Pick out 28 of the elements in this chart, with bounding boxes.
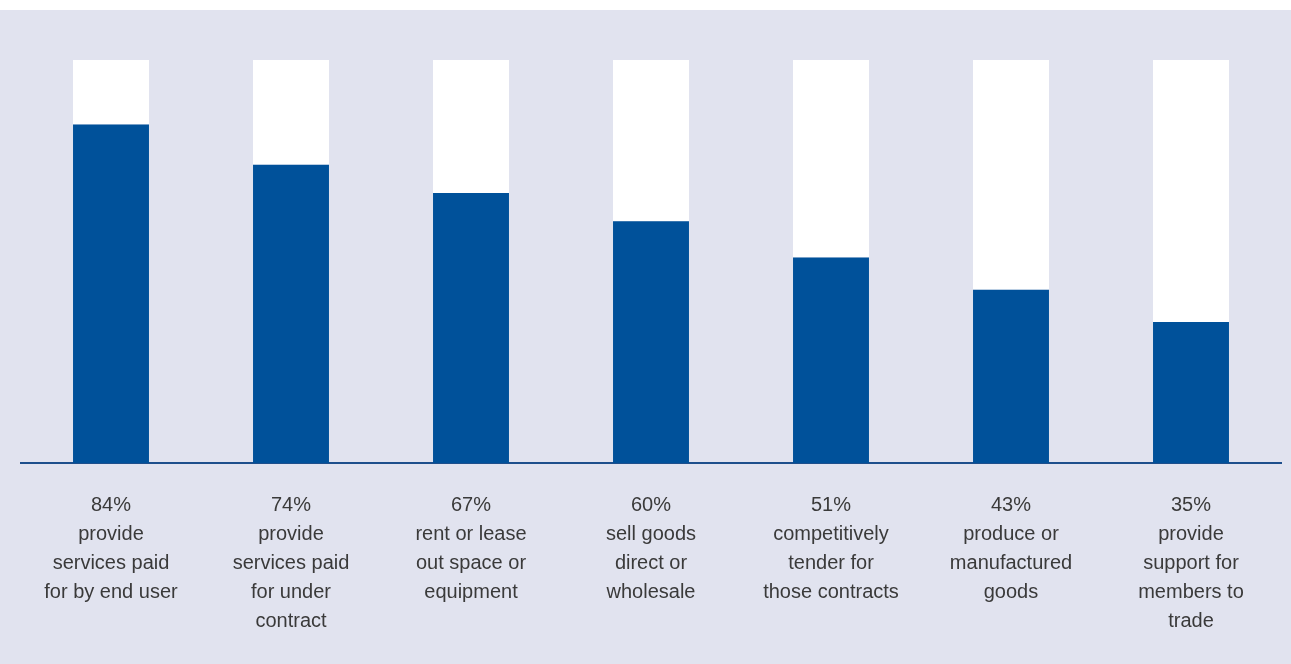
bar: [613, 60, 689, 222]
bar: [613, 221, 689, 463]
data-label: 67%: [450, 493, 492, 516]
bar: [253, 164, 329, 463]
bar: [793, 60, 869, 258]
bar: [793, 257, 869, 463]
x-tick-label: produce or manufactured goods: [949, 522, 1073, 603]
bar: [433, 60, 509, 193]
x-tick-label: sell goods direct or wholesale: [605, 522, 697, 603]
bar: [73, 60, 149, 125]
x-tick-label: competitively tender for those contracts: [763, 522, 899, 603]
data-label: 35%: [1170, 493, 1212, 516]
x-tick-label: provide services paid for by end user: [44, 522, 179, 603]
bar: [73, 124, 149, 463]
x-tick-label: provide services paid for under contract: [232, 522, 350, 632]
data-label: 60%: [630, 493, 672, 516]
data-label: 74%: [270, 493, 312, 516]
data-label: 51%: [810, 493, 852, 516]
bar: [1153, 321, 1229, 463]
x-tick-label: rent or lease out space or equipment: [415, 522, 527, 603]
bar: [1153, 60, 1229, 322]
bar: [433, 192, 509, 463]
bar: [253, 60, 329, 165]
x-tick-label: provide support for members to trade: [1138, 522, 1244, 632]
data-label: 84%: [90, 493, 132, 516]
bar: [973, 60, 1049, 290]
bar: [973, 289, 1049, 463]
data-label: 43%: [990, 493, 1032, 516]
